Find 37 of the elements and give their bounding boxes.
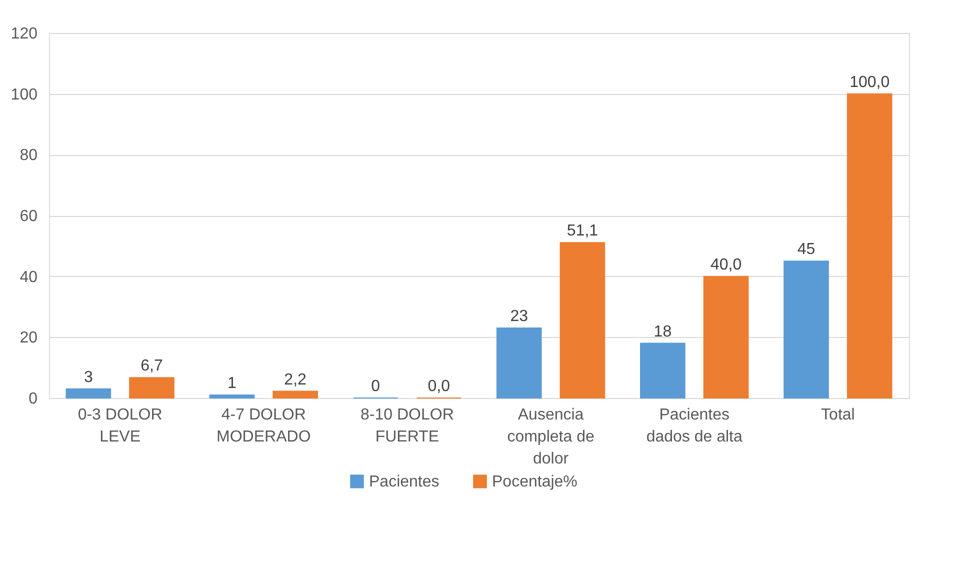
- bar: [272, 390, 318, 398]
- y-tick-label: 120: [10, 26, 38, 42]
- legend-label: Pacientes: [369, 473, 440, 490]
- data-label: 100,0: [850, 74, 890, 91]
- y-tick-label: 0: [28, 390, 38, 408]
- data-label: 1: [228, 374, 237, 392]
- bar: [209, 394, 255, 398]
- y-tick-label: 80: [20, 147, 38, 164]
- x-tick-label: 4-7 DOLOR MODERADO: [216, 406, 311, 446]
- data-label: 2,2: [284, 371, 307, 388]
- x-tick-label: 0-3 DOLOR LEVE: [78, 406, 162, 446]
- y-tick-label: 40: [20, 268, 38, 286]
- data-label: 45: [797, 241, 816, 258]
- data-label: 18: [654, 323, 672, 340]
- bar: [784, 260, 829, 398]
- data-label: 0: [371, 378, 380, 395]
- bar: [846, 93, 892, 398]
- legend-label: Pocentaje%: [492, 473, 578, 490]
- data-label: 51,1: [566, 222, 598, 240]
- x-tick-label: Total: [821, 406, 855, 424]
- data-label: 0,0: [428, 378, 450, 395]
- data-label: 6,7: [140, 358, 163, 375]
- x-tick-label: Ausencia completa de dolor: [507, 406, 594, 468]
- bar: [129, 377, 174, 398]
- y-tick-label: 100: [10, 86, 38, 104]
- bar: [703, 276, 749, 398]
- x-tick-label: Pacientes dados de alta: [646, 406, 742, 446]
- bar: [560, 242, 606, 398]
- bar: [496, 328, 542, 398]
- bar: [66, 388, 112, 398]
- data-label: 40,0: [710, 256, 742, 274]
- y-tick-label: 20: [20, 330, 38, 347]
- y-tick-label: 60: [20, 208, 38, 225]
- x-tick-label: 8-10 DOLOR FUERTE: [360, 406, 454, 446]
- data-label: 3: [84, 368, 93, 386]
- data-label: 23: [510, 308, 528, 326]
- bar: [640, 342, 686, 398]
